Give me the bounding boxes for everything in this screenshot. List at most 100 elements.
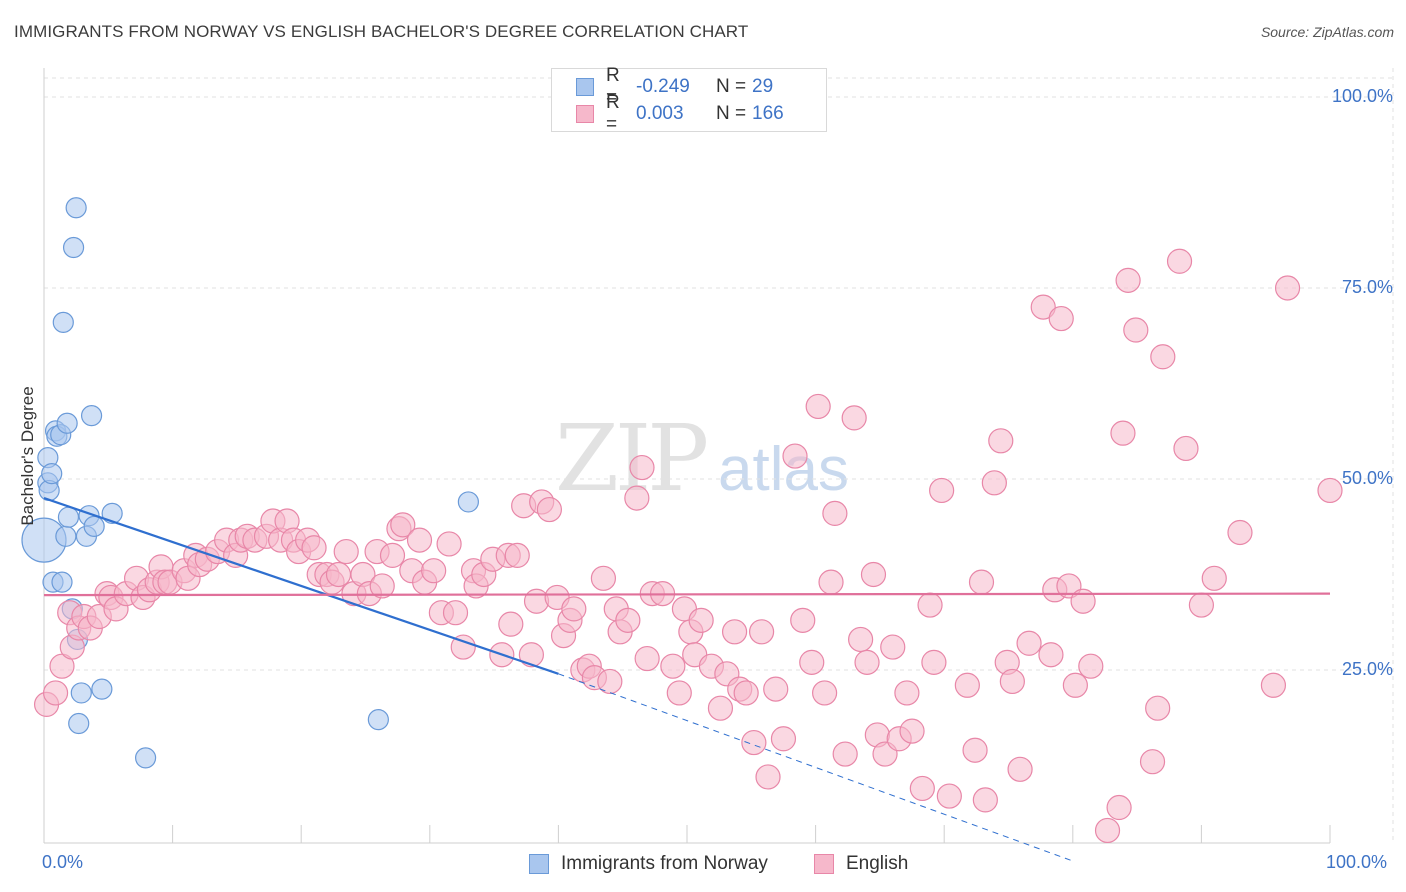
english-point — [812, 680, 838, 706]
english-point — [805, 393, 831, 420]
english-point — [854, 649, 880, 675]
legend-r-label: R = — [606, 92, 620, 135]
english-point — [1062, 672, 1088, 698]
english-point — [498, 611, 524, 637]
legend-r-value: -0.249 — [636, 76, 690, 97]
english-point — [860, 561, 887, 588]
english-point — [325, 561, 352, 588]
english-point — [406, 527, 433, 553]
english-point — [818, 569, 844, 595]
english-point — [1166, 248, 1193, 274]
english-point — [615, 607, 641, 633]
english-point — [1030, 294, 1056, 320]
english-point — [436, 531, 462, 557]
english-point — [1016, 630, 1042, 656]
english-point — [782, 443, 808, 469]
english-point — [333, 538, 359, 565]
norway-trend-line — [43, 497, 559, 675]
english-point — [999, 668, 1025, 695]
english-point — [634, 645, 660, 672]
english-point — [1260, 672, 1287, 698]
english-point — [369, 573, 395, 599]
english-point — [523, 588, 550, 614]
legend-row-english: R = 0.003 N = 166 — [576, 92, 784, 135]
norway-point — [91, 678, 113, 700]
english-point — [1048, 305, 1074, 332]
english-point — [390, 512, 416, 538]
english-point — [1139, 749, 1166, 775]
english-point — [899, 718, 925, 744]
english-point — [629, 454, 655, 481]
norway-point — [367, 709, 389, 731]
norway-point — [80, 404, 103, 427]
english-point — [822, 500, 848, 526]
english-point — [733, 680, 759, 706]
english-point — [972, 787, 998, 813]
chart-title: IMMIGRANTS FROM NORWAY VS ENGLISH BACHEL… — [14, 22, 749, 41]
norway-point — [56, 412, 78, 434]
watermark-atlas: atlas — [718, 435, 849, 504]
bottom-legend-label-norway: Immigrants from Norway — [561, 853, 768, 874]
norway-point — [65, 197, 87, 219]
english-point — [1201, 565, 1227, 591]
english-point — [1145, 695, 1171, 721]
english-point — [880, 634, 906, 660]
english-point — [561, 596, 587, 622]
english-point — [741, 729, 767, 756]
legend-r-value: 0.003 — [636, 103, 684, 124]
english-point — [504, 542, 530, 569]
english-point — [894, 680, 920, 706]
y-axis-label: Bachelor's Degree — [18, 386, 37, 526]
english-point — [301, 535, 327, 561]
english-point — [721, 619, 748, 645]
english-point — [707, 695, 734, 721]
english-point — [962, 737, 988, 763]
norway-point — [52, 311, 74, 333]
legend-n-label: N = — [716, 103, 747, 124]
norway-point — [62, 236, 85, 259]
english-point — [936, 783, 962, 809]
norway-point — [51, 571, 73, 593]
english-point — [1173, 435, 1199, 462]
english-point — [1123, 317, 1149, 343]
english-point — [536, 496, 562, 523]
norway-point — [101, 502, 123, 524]
english-point — [518, 642, 544, 668]
english-point — [790, 607, 816, 633]
english-point — [968, 569, 995, 595]
norway-point — [57, 506, 80, 528]
bottom-legend-swatch-english — [814, 854, 834, 874]
english-point — [1094, 817, 1121, 844]
norway-point — [41, 463, 63, 485]
english-point — [755, 764, 781, 790]
english-point — [421, 558, 447, 584]
english-point — [988, 428, 1014, 454]
norway-point — [134, 747, 157, 769]
english-point — [1070, 588, 1096, 614]
bottom-legend-label-english: English — [846, 853, 909, 874]
bottom-legend-norway: Immigrants from Norway — [529, 851, 768, 877]
norway-point — [68, 712, 90, 735]
legend-n-value: 29 — [752, 76, 774, 97]
english-point — [921, 649, 947, 675]
source-label: Source: ZipAtlas.com — [1260, 24, 1394, 40]
english-point — [909, 775, 935, 802]
english-point — [770, 726, 797, 752]
english-point — [1227, 519, 1253, 546]
english-point — [981, 470, 1007, 496]
legend-swatch-english — [576, 105, 594, 123]
english-point — [832, 741, 858, 767]
english-point — [799, 649, 825, 675]
x-tick-label: 100.0% — [1326, 852, 1388, 872]
english-point — [1078, 653, 1104, 679]
english-point — [597, 668, 623, 695]
y-tick-label: 100.0% — [1331, 86, 1393, 106]
bottom-legend-english: English — [814, 851, 908, 877]
legend-swatch-norway — [576, 78, 594, 96]
norway-point — [70, 682, 92, 704]
english-point — [848, 626, 874, 653]
english-point — [442, 600, 469, 626]
english-point — [688, 607, 714, 633]
norway-trend-extension — [558, 673, 1073, 862]
